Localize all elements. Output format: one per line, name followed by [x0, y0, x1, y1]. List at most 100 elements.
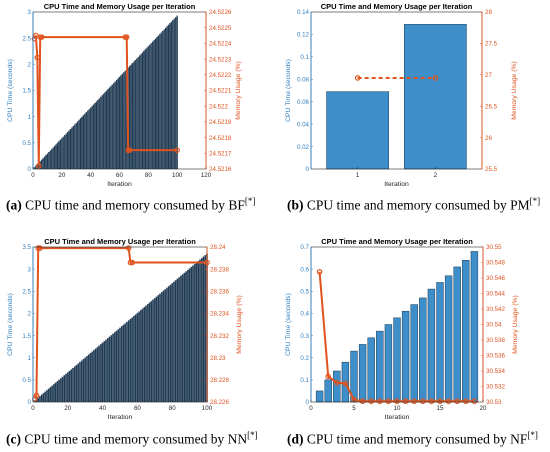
- chart-3-ytick-label-6: 3: [28, 266, 32, 273]
- chart-1-bar-15: [53, 145, 56, 170]
- chart-3-bar-24: [73, 366, 76, 403]
- chart-4-y2label: Memory Usage (%): [512, 295, 519, 354]
- chart-4-bar-1: [315, 390, 324, 403]
- chart-3-bar-57: [131, 317, 133, 403]
- chart-4-memory-point-6: [359, 398, 366, 405]
- chart-3-memory-point-56: [127, 259, 134, 266]
- chart-3-ylabel: CPU Time (seconds): [7, 293, 14, 356]
- chart-4-memory-point-16: [445, 398, 452, 405]
- chart-1-bar-41: [91, 106, 93, 170]
- chart-3-ytick-label-7: 3.5: [22, 244, 31, 251]
- chart-1-bar-97: [172, 20, 174, 170]
- chart-1-bar-60: [118, 76, 121, 170]
- chart-3-bar-79: [169, 284, 172, 403]
- chart-1-bar-70: [133, 61, 135, 170]
- chart-1-bar-43: [94, 102, 96, 170]
- chart-3-bar-87: [183, 272, 186, 403]
- chart-1-ylabel: CPU Time (seconds): [7, 59, 14, 122]
- chart-1-bar-89: [160, 32, 162, 170]
- chart-1-bar-87: [157, 35, 160, 170]
- chart-3-bar-96: [199, 259, 201, 403]
- chart-4-y2tick-label-1: 30.532: [486, 384, 505, 391]
- chart-4-bar-19: [470, 251, 479, 403]
- chart-2-xtick-label-1: 1: [356, 172, 360, 179]
- chart-1-xtick-label-40: 40: [87, 172, 94, 179]
- chart-4-memory-point-19: [471, 398, 478, 405]
- chart-2-xtick-label-2: 2: [434, 172, 438, 179]
- chart-4-ytick-label-1: 0.1: [300, 377, 309, 384]
- chart-3-bar-66: [147, 304, 149, 403]
- chart-4-ytick-label-2: 0.2: [300, 355, 309, 362]
- chart-3-title: CPU Time and Memory Usage per Iteration: [44, 237, 196, 246]
- chart-1-bar-73: [137, 56, 139, 170]
- chart-3-bar-67: [148, 302, 151, 403]
- chart-4-xtick-label-5: 5: [352, 405, 356, 412]
- chart-1-memory-point-3: [34, 54, 41, 61]
- chart-1-bar-16: [55, 144, 57, 170]
- chart-3-memory-point-4: [37, 245, 43, 251]
- chart-1-bar-75: [140, 53, 142, 170]
- chart-4-memory-point-14: [428, 398, 435, 405]
- chart-3-bar-50: [119, 327, 121, 403]
- chart-1-bar-52: [107, 89, 109, 170]
- chart-1-xtick-label-0: 0: [31, 172, 35, 179]
- chart-3-bar-54: [126, 321, 128, 403]
- chart-3-bar-40: [101, 342, 104, 403]
- chart-1-y2tick-label-8: 24.5224: [209, 41, 232, 48]
- chart-3-memory-line: [33, 247, 207, 400]
- chart-3-bar-14: [56, 381, 59, 403]
- chart-2-y2tick-label-0: 25.5: [485, 166, 498, 173]
- chart-3-bar-36: [94, 348, 97, 403]
- chart-1-y2tick-label-0: 24.5216: [209, 166, 232, 173]
- chart-1-bar-38: [87, 110, 89, 170]
- chart-2-memory-point-2: [432, 75, 439, 81]
- chart-3-bar-63: [141, 308, 144, 403]
- chart-3-bar-52: [122, 324, 125, 403]
- chart-4-bar-7: [367, 337, 375, 403]
- chart-4-y2tick-label-5: 30.54: [486, 322, 502, 329]
- chart-3-memory-point-3: [35, 245, 42, 251]
- chart-3-bar-76: [164, 289, 167, 403]
- chart-4-memory-point-7: [368, 398, 375, 405]
- chart-1-bar-9: [45, 155, 47, 170]
- chart-3-y2tick-label-1: 28.228: [210, 377, 229, 384]
- chart-3-bar-16: [60, 378, 62, 403]
- chart-4-memory-point-12: [411, 398, 418, 405]
- chart-3-ytick-label-3: 1.5: [22, 333, 31, 340]
- chart-1-memory-line: [33, 35, 178, 166]
- chart-3-bar-77: [166, 287, 168, 403]
- chart-3-bar-88: [185, 271, 187, 403]
- chart-1-bar-55: [111, 84, 113, 170]
- chart-4-memory-point-17: [454, 398, 461, 405]
- chart-3-bar-32: [87, 354, 90, 403]
- chart-4-memory-point-11: [402, 398, 409, 405]
- chart-1-bar-48: [101, 95, 103, 170]
- chart-4-bar-15: [436, 282, 444, 403]
- chart-3-xtick-label-40: 40: [99, 405, 106, 412]
- chart-1-bar-29: [74, 124, 76, 170]
- chart-3-bar-69: [152, 299, 154, 403]
- chart-2-y2label: Memory Usage (%): [511, 61, 518, 120]
- chart-1-bar-49: [102, 93, 105, 170]
- chart-3-bar-37: [96, 347, 99, 403]
- chart-3-bar-89: [187, 269, 189, 403]
- chart-2-title: CPU Time and Memory Usage per Iteration: [321, 2, 473, 11]
- chart-3-y2tick-label-5: 28.236: [210, 288, 229, 295]
- chart-1-bar-92: [164, 27, 167, 170]
- chart-3-bar-6: [42, 393, 45, 403]
- chart-1-bar-47: [100, 96, 102, 170]
- chart-4-bar-18: [462, 260, 470, 403]
- chart-1-bar-31: [77, 121, 79, 170]
- chart-1-y2tick-label-6: 24.5222: [209, 72, 232, 79]
- chart-4-ytick-label-3: 0.3: [300, 333, 309, 340]
- chart-3-y2tick-label-6: 28.238: [210, 266, 229, 273]
- chart-1-bar-34: [81, 116, 83, 170]
- chart-4-y2tick-label-7: 30.544: [486, 291, 505, 298]
- chart-3-bar-51: [120, 326, 123, 403]
- chart-1-bar-50: [104, 92, 106, 170]
- chart-3-bar-19: [65, 373, 67, 403]
- chart-1-bar-100: [176, 15, 178, 170]
- chart-4-memory-point-2: [325, 373, 332, 380]
- chart-1-y2tick-label-4: 24.522: [209, 103, 228, 110]
- chart-1-bar-11: [48, 152, 50, 170]
